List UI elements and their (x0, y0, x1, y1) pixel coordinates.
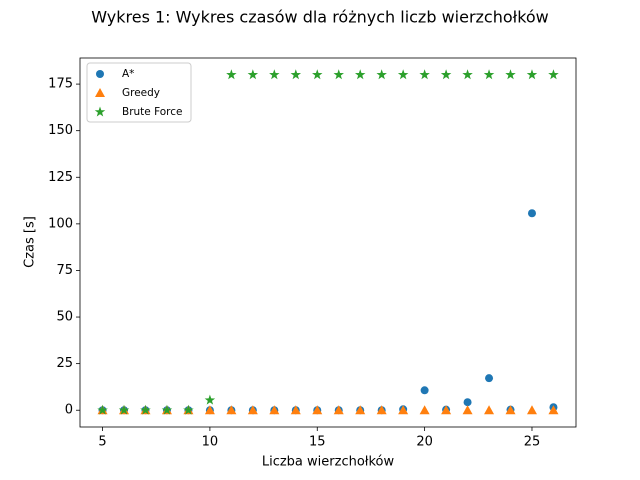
x-tick-label: 15 (309, 435, 326, 450)
point (269, 405, 280, 415)
legend-label: Brute Force (122, 106, 183, 118)
point (140, 404, 151, 415)
point (548, 405, 559, 415)
point (333, 69, 344, 80)
point (398, 405, 409, 415)
plot-frame (79, 57, 577, 428)
y-tick-label: 50 (56, 310, 73, 325)
point (247, 69, 259, 80)
point (226, 405, 237, 415)
x-tick-label: 10 (202, 435, 219, 450)
point (397, 69, 409, 80)
point (440, 69, 452, 80)
point (527, 209, 536, 218)
point (526, 69, 538, 80)
chart-title: Wykres 1: Wykres czasów dla różnych licz… (91, 8, 549, 27)
point (269, 69, 280, 80)
point (548, 69, 559, 80)
point (462, 405, 473, 415)
y-axis-label: Czas [s] (23, 216, 38, 268)
x-tick-label: 5 (98, 435, 106, 450)
point (419, 69, 430, 80)
point (462, 69, 473, 80)
point (526, 405, 537, 415)
legend-label: Greedy (122, 87, 160, 99)
x-axis-label: Liczba wierzchołków (262, 455, 395, 470)
legend-box (86, 62, 192, 123)
point (376, 69, 387, 80)
point (483, 69, 495, 80)
point (441, 405, 452, 415)
y-tick-label: 125 (48, 170, 73, 185)
point (419, 405, 430, 415)
point (463, 398, 472, 407)
point (97, 404, 108, 415)
point (183, 404, 194, 415)
point (485, 374, 494, 383)
point (505, 69, 516, 80)
point (333, 405, 344, 415)
point (226, 69, 237, 80)
point (290, 405, 301, 415)
legend-marker (94, 106, 106, 117)
point (376, 405, 387, 415)
point (312, 405, 323, 415)
point (312, 69, 323, 80)
point (204, 405, 215, 415)
point (290, 69, 302, 80)
legend-marker (95, 88, 105, 97)
y-tick-label: 100 (48, 216, 73, 231)
legend-marker (96, 70, 104, 78)
x-tick-label: 25 (524, 435, 541, 450)
point (354, 69, 366, 80)
y-tick-label: 175 (48, 77, 73, 92)
point (161, 404, 173, 415)
y-tick-label: 150 (48, 123, 73, 138)
point (247, 405, 258, 415)
point (355, 405, 366, 415)
point (420, 386, 429, 395)
x-tick-label: 20 (416, 435, 433, 450)
legend-label: A* (122, 68, 134, 80)
y-tick-label: 25 (56, 356, 73, 371)
point (505, 405, 516, 415)
y-tick-label: 0 (65, 403, 73, 418)
point (204, 394, 216, 405)
point (118, 404, 130, 415)
point (484, 405, 495, 415)
y-tick-label: 75 (56, 263, 73, 278)
